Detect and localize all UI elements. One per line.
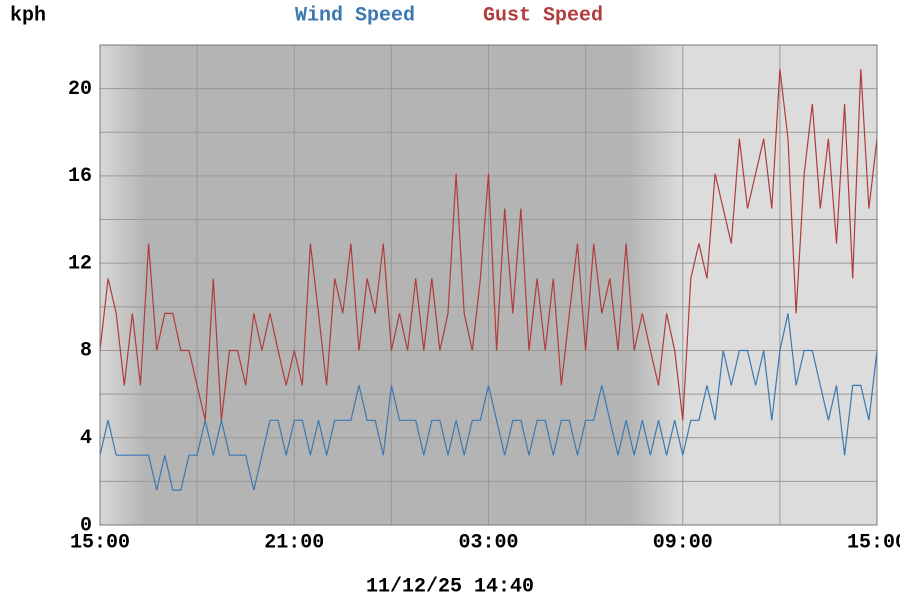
x-tick-label: 15:00 — [847, 531, 900, 554]
y-tick-label: 12 — [68, 252, 92, 275]
legend-entry: Gust Speed — [483, 4, 603, 27]
y-axis-label: kph — [10, 4, 46, 27]
y-tick-label: 16 — [68, 165, 92, 188]
plot-border — [99, 44, 878, 526]
lines — [99, 68, 878, 491]
x-tick-label: 09:00 — [653, 531, 713, 554]
x-tick-label: 21:00 — [264, 531, 324, 554]
footer: 11/12/25 14:40 — [366, 575, 534, 598]
y-tick-label: 4 — [80, 427, 92, 450]
series-line — [99, 68, 878, 421]
y-tick-label: 8 — [80, 340, 92, 363]
x-tick-label: 03:00 — [458, 531, 518, 554]
labels: 0 4 8 12 16 20 15:00 21:00 03:00 09:00 15:00 Wind S… — [68, 4, 900, 554]
y-tick-label: 0 — [80, 514, 92, 537]
x-tick-label: 15:00 — [70, 531, 130, 554]
y-tick-label: 20 — [68, 78, 92, 101]
legend-entry: Wind Speed — [295, 4, 415, 27]
series-line — [99, 313, 878, 491]
